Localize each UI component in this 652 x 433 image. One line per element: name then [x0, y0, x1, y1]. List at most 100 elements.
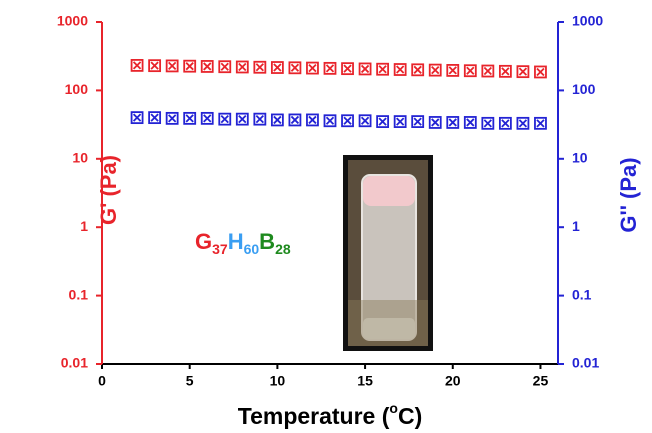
- label-letter: G: [195, 229, 212, 254]
- marker: [411, 63, 425, 77]
- marker-box: [270, 61, 284, 74]
- x-tick-label: 25: [533, 373, 549, 389]
- marker: [463, 116, 477, 129]
- marker-cross: [536, 119, 545, 128]
- marker-box: [148, 111, 162, 125]
- y2-tick-label: 0.1: [572, 286, 592, 302]
- marker-box: [200, 60, 214, 73]
- marker-cross: [518, 119, 528, 128]
- marker-box: [393, 115, 407, 128]
- y-tick-label: 0.1: [69, 286, 89, 302]
- marker-cross: [220, 115, 229, 124]
- marker: [446, 64, 460, 77]
- marker: [481, 116, 495, 130]
- marker-cross: [518, 67, 528, 76]
- marker: [376, 115, 390, 128]
- marker-cross: [132, 113, 142, 122]
- marker-cross: [501, 67, 510, 76]
- marker-cross: [132, 61, 142, 70]
- marker: [270, 61, 284, 74]
- y2-tick-label: 1: [572, 218, 580, 234]
- marker-box: [306, 113, 319, 127]
- marker-box: [323, 114, 337, 128]
- marker-cross: [168, 114, 177, 123]
- table: [348, 300, 428, 346]
- marker: [481, 64, 495, 78]
- marker-cross: [413, 117, 422, 126]
- marker-box: [428, 63, 442, 77]
- marker-cross: [483, 119, 492, 128]
- marker-box: [253, 112, 267, 126]
- marker: [341, 62, 354, 76]
- marker: [130, 59, 144, 72]
- marker-box: [428, 116, 442, 129]
- y-tick-label: 1: [80, 218, 88, 234]
- vial-bottom: [363, 318, 415, 339]
- marker-cross: [220, 62, 229, 71]
- marker-cross: [448, 118, 457, 127]
- marker: [411, 115, 425, 128]
- x-tick-label: 20: [445, 373, 461, 389]
- marker: [428, 63, 442, 77]
- marker: [446, 116, 460, 129]
- x-axis-label: Temperature (oC): [238, 400, 423, 429]
- marker: [200, 60, 214, 73]
- marker-cross: [431, 65, 440, 75]
- marker-cross: [360, 116, 370, 125]
- marker-cross: [466, 66, 475, 75]
- marker-box: [306, 61, 319, 75]
- marker-cross: [255, 63, 264, 72]
- marker-box: [270, 113, 284, 127]
- marker-box: [200, 111, 214, 125]
- marker-cross: [483, 66, 492, 76]
- marker-cross: [273, 115, 282, 125]
- marker-box: [446, 116, 460, 129]
- label-subscript: 60: [244, 241, 260, 257]
- y-axis-label: G' (Pa): [96, 155, 121, 225]
- marker-box: [481, 116, 495, 130]
- marker: [376, 62, 390, 76]
- marker: [358, 62, 372, 76]
- marker-cross: [378, 65, 387, 74]
- marker-cross: [168, 61, 177, 71]
- marker-cross: [203, 114, 212, 123]
- x-label-part: Temperature (: [238, 403, 390, 429]
- marker-cross: [413, 65, 422, 74]
- marker: [358, 114, 372, 128]
- marker-box: [183, 111, 197, 125]
- marker-box: [534, 116, 547, 130]
- marker-box: [341, 62, 354, 76]
- marker-cross: [466, 118, 475, 127]
- label-letter: B: [259, 229, 275, 254]
- marker: [165, 59, 179, 73]
- marker: [534, 65, 547, 79]
- marker-cross: [360, 64, 370, 74]
- marker: [165, 111, 179, 125]
- y2-tick-label: 100: [572, 81, 596, 97]
- y-tick-label: 10: [72, 150, 88, 166]
- marker-cross: [290, 63, 300, 72]
- marker-box: [323, 61, 337, 75]
- marker-cross: [325, 116, 335, 125]
- marker-box: [183, 59, 197, 73]
- marker: [498, 64, 512, 78]
- marker-cross: [255, 115, 264, 124]
- marker: [270, 113, 284, 127]
- marker-box: [130, 59, 144, 72]
- marker: [516, 116, 530, 130]
- marker: [130, 111, 144, 125]
- marker-cross: [238, 62, 247, 72]
- marker-box: [358, 62, 372, 76]
- marker-box: [218, 60, 232, 74]
- marker-cross: [343, 116, 352, 125]
- marker-box: [376, 115, 390, 128]
- marker-cross: [185, 114, 194, 123]
- marker: [183, 59, 197, 73]
- marker-cross: [431, 118, 440, 127]
- label-letter: H: [228, 229, 244, 254]
- marker: [235, 60, 249, 74]
- marker: [148, 59, 162, 73]
- marker-cross: [273, 63, 282, 72]
- vial: [361, 174, 417, 341]
